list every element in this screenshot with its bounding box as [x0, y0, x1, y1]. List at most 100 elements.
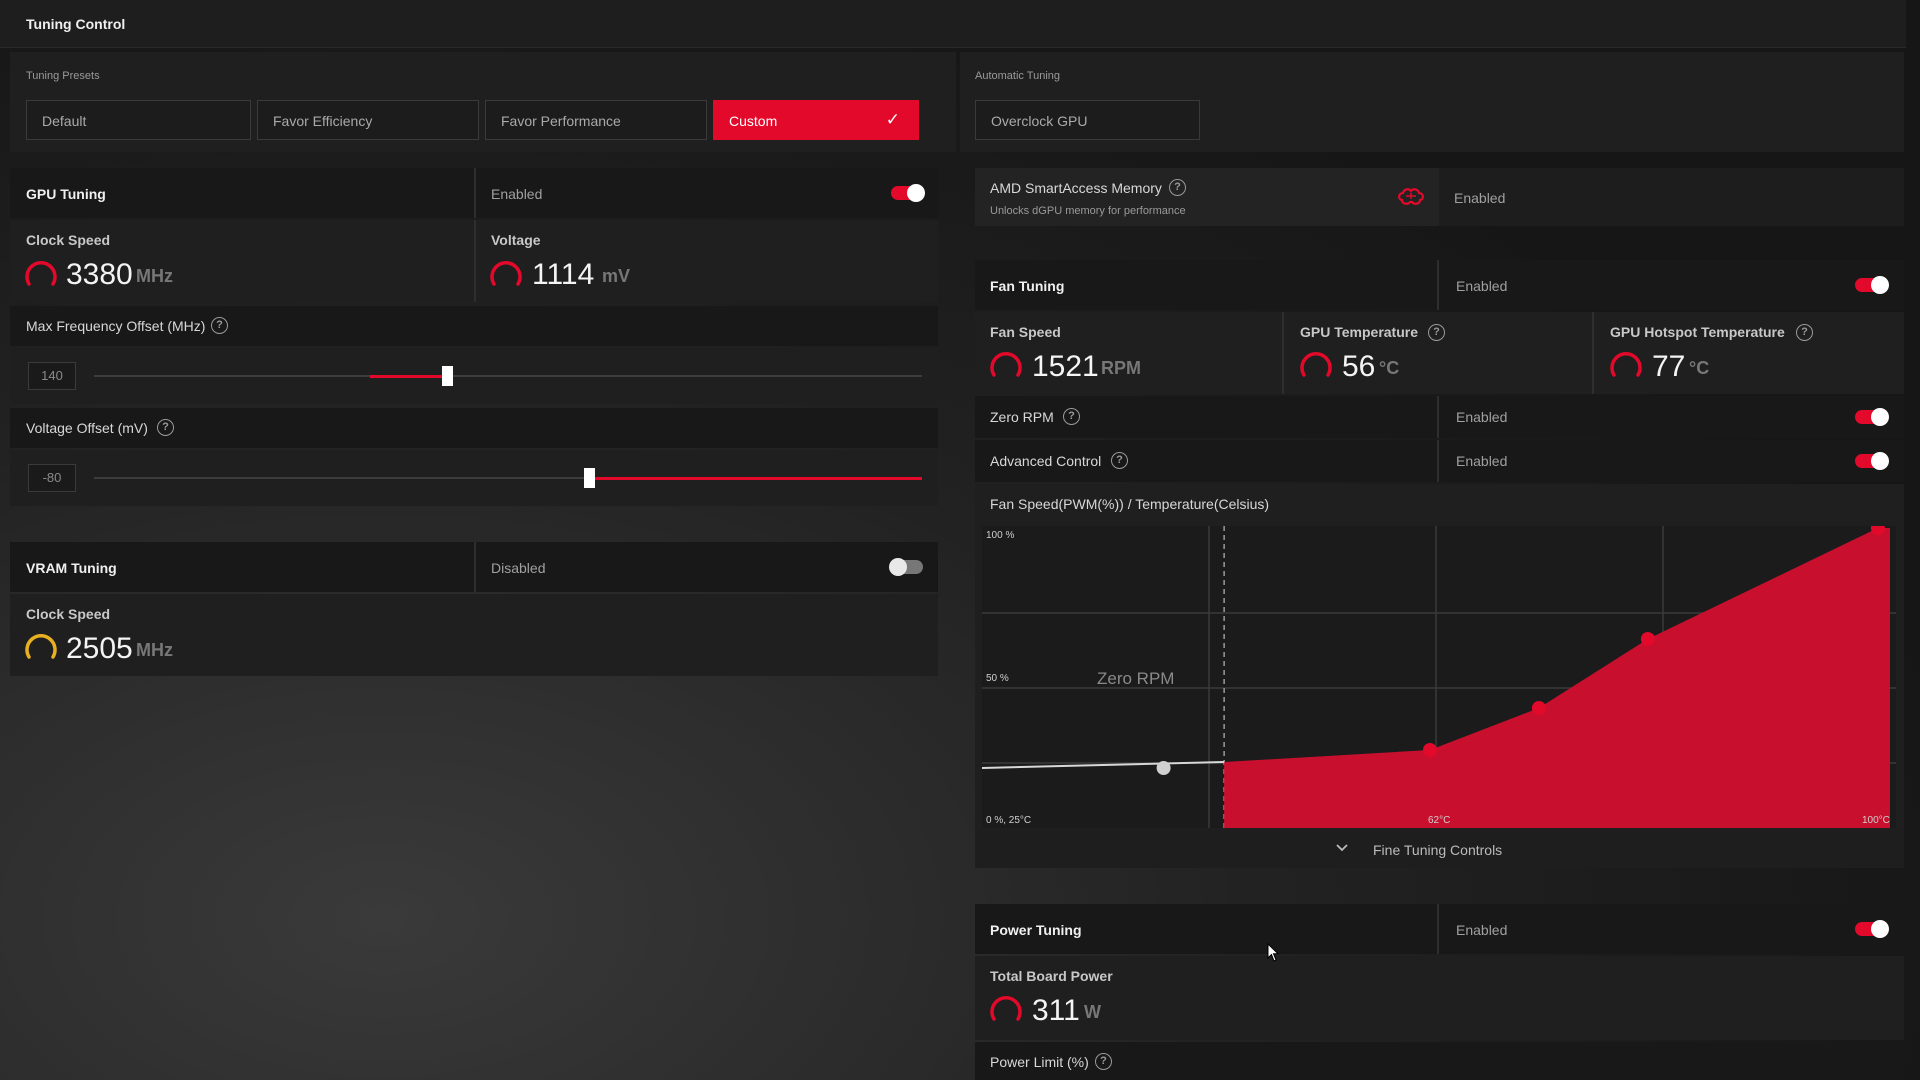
help-icon[interactable]: ? [211, 317, 228, 334]
help-icon[interactable]: ? [157, 419, 174, 436]
gpu-hotspot-unit: °C [1689, 358, 1710, 378]
metrics-divider [1592, 312, 1594, 394]
preset-custom-label: Custom [729, 113, 778, 129]
max-frequency-header: Max Frequency Offset (MHz) [10, 306, 938, 346]
gpu-tuning-metrics: Clock Speed Voltage [10, 220, 938, 302]
x-tick-100: 100°C [1862, 815, 1890, 826]
smart-access-title: AMD SmartAccess Memory [990, 180, 1162, 196]
automatic-section-label: Automatic Tuning [975, 70, 1060, 82]
gpu-temperature-value: 56 [1342, 350, 1376, 383]
help-icon[interactable]: ? [1095, 1053, 1112, 1070]
power-tuning-toggle[interactable] [1855, 920, 1889, 938]
fan-curve-chart[interactable] [982, 526, 1896, 828]
help-icon[interactable]: ? [1169, 179, 1186, 196]
power-limit-row: Power Limit (%) [975, 1042, 1904, 1080]
fan-curve-point [1422, 743, 1437, 757]
zero-rpm-toggle[interactable] [1855, 408, 1889, 426]
gpu-tuning-toggle[interactable] [891, 184, 925, 202]
max-frequency-slider-thumb[interactable] [442, 366, 453, 386]
vram-tuning-status: Disabled [491, 560, 546, 576]
board-power-unit: W [1084, 1002, 1101, 1022]
toggle-knob [1871, 452, 1889, 470]
voltage-offset-value-box[interactable]: -80 [28, 464, 76, 492]
board-power-value: 311 [1032, 994, 1080, 1027]
help-icon[interactable]: ? [1428, 324, 1445, 341]
zero-rpm-label: Zero RPM [990, 409, 1054, 425]
help-icon[interactable]: ? [1111, 452, 1128, 469]
voltage-offset-header: Voltage Offset (mV) [10, 408, 938, 448]
gpu-temperature-unit: °C [1379, 358, 1400, 378]
fan-tuning-title: Fan Tuning [990, 278, 1065, 294]
fan-speed-unit: RPM [1101, 358, 1141, 378]
power-tuning-header: Power Tuning Enabled [975, 904, 1904, 954]
power-tuning-status: Enabled [1456, 922, 1508, 938]
overclock-gpu-label: Overclock GPU [991, 113, 1088, 129]
vram-tuning-metrics: Clock Speed [10, 594, 938, 676]
gpu-tuning-status: Enabled [491, 186, 543, 202]
presets-section-label: Tuning Presets [26, 70, 100, 82]
voltage-offset-slider-track[interactable] [94, 477, 922, 479]
preset-default-button[interactable]: Default [26, 100, 251, 140]
zero-rpm-line [982, 761, 1225, 769]
fine-tuning-controls-toggle[interactable]: Fine Tuning Controls [975, 830, 1904, 868]
gpu-temperature-label: GPU Temperature [1300, 324, 1418, 340]
help-icon[interactable]: ? [1063, 408, 1080, 425]
zero-rpm-status: Enabled [1456, 409, 1508, 425]
overclock-gpu-button[interactable]: Overclock GPU [975, 100, 1200, 140]
smart-access-status-cell: Enabled [1439, 168, 1904, 226]
gpu-clock-value: 3380 [66, 258, 133, 291]
fan-tuning-toggle[interactable] [1855, 276, 1889, 294]
voltage-offset-slider-thumb[interactable] [584, 468, 595, 488]
preset-favor-efficiency-label: Favor Efficiency [273, 113, 373, 129]
advanced-control-toggle[interactable] [1855, 452, 1889, 470]
power-tuning-title: Power Tuning [990, 922, 1082, 938]
fan-tuning-status: Enabled [1456, 278, 1508, 294]
voltage-gauge-icon [490, 261, 522, 286]
smart-access-panel: AMD SmartAccess Memory Unlocks dGPU memo… [975, 168, 1904, 226]
origin-tick: 0 %, 25°C [986, 815, 1032, 826]
toggle-knob [1871, 408, 1889, 426]
max-frequency-slider-track[interactable] [94, 375, 922, 377]
max-frequency-slider-fill [370, 375, 448, 378]
header-divider [1437, 260, 1439, 310]
fan-curve-area [1224, 528, 1890, 828]
gpu-hotspot-gauge-icon [1610, 352, 1642, 377]
board-power-gauge-icon [990, 996, 1022, 1021]
smart-access-status: Enabled [1454, 190, 1506, 206]
gpu-voltage-unit: mV [602, 266, 631, 286]
fan-speed-gauge-icon [990, 352, 1022, 377]
vram-tuning-toggle[interactable] [889, 558, 923, 576]
brain-icon [1398, 188, 1424, 205]
power-metrics: Total Board Power [975, 956, 1904, 1040]
fan-speed-value: 1521 [1032, 350, 1099, 383]
gpu-hotspot-label: GPU Hotspot Temperature [1610, 324, 1785, 340]
x-tick-62: 62°C [1428, 815, 1451, 826]
voltage-offset-slider-fill [590, 477, 922, 480]
preset-favor-performance-button[interactable]: Favor Performance [485, 100, 707, 140]
preset-custom-button[interactable]: Custom ✓ [713, 100, 919, 140]
max-frequency-value-box[interactable]: 140 [28, 362, 76, 390]
gpu-clock-unit: MHz [136, 266, 173, 286]
vram-clock-label: Clock Speed [26, 606, 111, 622]
vram-clock-gauge-icon [25, 634, 57, 659]
gpu-hotspot-value: 77 [1652, 350, 1686, 383]
zero-rpm-point [1156, 761, 1171, 775]
chevron-down-icon [1336, 844, 1348, 852]
header-divider [1437, 904, 1439, 954]
advanced-control-row: Advanced Control Enabled [975, 440, 1904, 482]
preset-favor-efficiency-button[interactable]: Favor Efficiency [257, 100, 479, 140]
preset-favor-performance-label: Favor Performance [501, 113, 621, 129]
help-icon[interactable]: ? [1796, 324, 1813, 341]
preset-default-label: Default [42, 113, 87, 129]
y-tick-100: 100 % [986, 530, 1015, 541]
row-divider [1437, 396, 1439, 438]
vram-clock-value: 2505 [66, 632, 133, 665]
fan-tuning-header: Fan Tuning Enabled [975, 260, 1904, 310]
gpu-voltage-label: Voltage [491, 232, 541, 248]
title-bar: Tuning Control [0, 0, 1906, 48]
vram-tuning-header: VRAM Tuning Disabled [10, 542, 938, 592]
gpu-voltage-value: 1114 [532, 258, 595, 291]
power-limit-label: Power Limit (%) [990, 1054, 1089, 1070]
zero-rpm-region-label: Zero RPM [1097, 669, 1175, 688]
header-divider [474, 168, 476, 218]
